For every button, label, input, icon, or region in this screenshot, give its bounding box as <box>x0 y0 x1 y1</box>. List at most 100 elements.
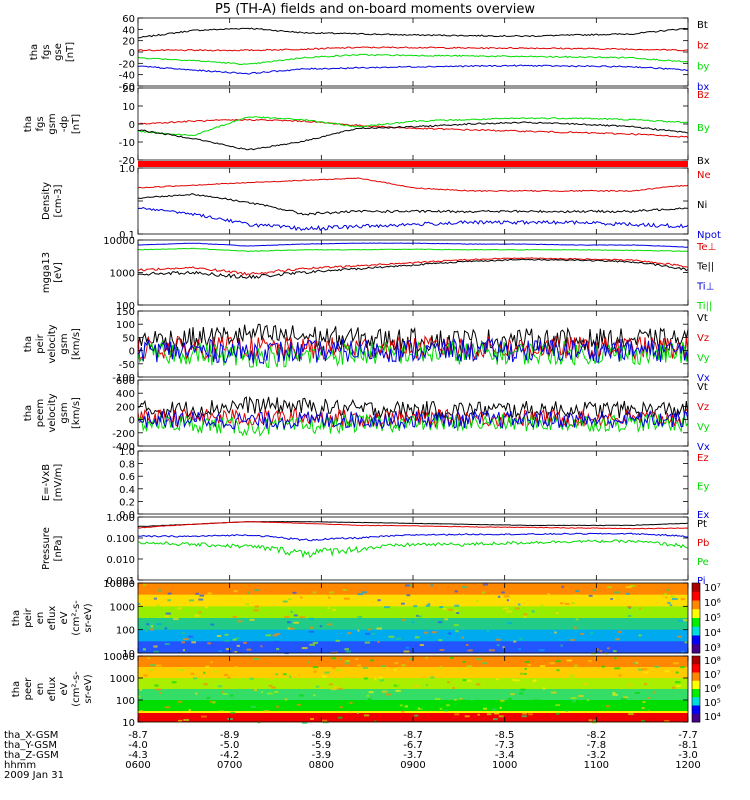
spectrogram-speck <box>227 676 231 679</box>
spectrogram-speck <box>276 705 280 708</box>
ephemeris-value: -4.2 <box>220 750 240 761</box>
ephemeris-label: tha_X-GSM <box>4 730 58 741</box>
spectrogram-speck <box>330 688 337 691</box>
spectrogram-speck <box>496 644 500 647</box>
spectrogram-speck <box>664 670 670 673</box>
spectrogram-speck <box>156 623 162 626</box>
spectrogram-speck <box>357 616 363 619</box>
y-axis-label: peir <box>23 607 34 627</box>
spectrogram-speck <box>531 610 535 613</box>
spectrogram-speck <box>517 603 521 606</box>
y-tick-label: 50 <box>122 333 135 344</box>
y-axis-label: gse <box>53 43 64 61</box>
y-tick-label: 200 <box>116 402 135 413</box>
spectrogram-speck <box>195 592 200 595</box>
spectrogram-speck <box>612 650 617 653</box>
spectrogram-speck <box>223 673 229 676</box>
panel-frame <box>137 516 689 581</box>
spectrogram-speck <box>308 630 314 633</box>
spectrogram-band <box>138 594 688 607</box>
spectrogram-speck <box>299 596 303 599</box>
spectrogram-speck <box>284 615 290 618</box>
ephemeris-value: 1000 <box>492 760 517 771</box>
y-axis-label: tha <box>23 116 34 132</box>
spectrogram-speck <box>188 599 195 602</box>
series-fgs-gse-bx <box>137 64 689 75</box>
legend-Vz: Vz <box>697 402 709 413</box>
spectrogram-speck <box>592 589 596 592</box>
spectrogram-speck <box>454 609 459 612</box>
spectrogram-speck <box>467 649 473 652</box>
spectrogram-speck <box>368 691 374 694</box>
series-temperature-Te⊥ <box>137 257 689 276</box>
legend-Vz: Vz <box>697 333 709 344</box>
spectrogram-speck <box>408 584 412 587</box>
panel-frame <box>137 17 689 87</box>
y-tick-label: 0.4 <box>119 485 135 496</box>
spectrogram-speck <box>482 583 489 586</box>
figure-title: P5 (TH-A) fields and on-board moments ov… <box>215 2 535 17</box>
spectrogram-speck <box>345 659 350 662</box>
y-axis-label: peem <box>35 399 46 427</box>
spectrogram-speck <box>349 711 353 714</box>
ephemeris-value: -5.0 <box>220 740 240 751</box>
spectrogram-speck <box>411 621 415 624</box>
spectrogram-speck <box>193 587 197 590</box>
spectrogram-speck <box>267 692 273 695</box>
spectrogram-speck <box>221 691 224 694</box>
spectrogram-speck <box>506 610 513 613</box>
y-tick-label: -40 <box>119 71 135 82</box>
spectrogram-speck <box>207 642 211 645</box>
colorbar-segment <box>692 680 700 690</box>
spectrogram-speck <box>310 717 314 720</box>
spectrogram-speck <box>230 605 234 608</box>
colorbar-segment <box>692 583 700 593</box>
spectrogram-speck <box>438 639 443 642</box>
panel-fgs-gsm-dp: 20 10 0 -10 -20 tha fgs gsm -dp [nT] Bz By Bx <box>23 84 710 167</box>
spectrogram-speck <box>165 612 171 615</box>
spectrogram-speck <box>459 698 463 701</box>
spectrogram-speck <box>627 614 632 617</box>
spectrogram-band <box>138 700 688 712</box>
legend-By: By <box>697 123 710 134</box>
y-axis-label: sr-eV) <box>83 674 94 703</box>
spectrogram-speck <box>599 650 603 653</box>
spectrogram-speck <box>419 643 424 646</box>
y-axis-label: en <box>35 683 46 696</box>
spectrogram-speck <box>623 696 629 699</box>
spectrogram-speck <box>671 598 678 601</box>
spectrogram-speck <box>260 691 264 694</box>
spectrogram-speck <box>635 661 639 664</box>
spectrogram-speck <box>641 719 646 722</box>
spectrogram-speck <box>404 584 410 587</box>
spectrogram-speck <box>224 633 229 636</box>
spectrogram-speck <box>146 623 150 626</box>
series-pressure-Pi <box>137 532 688 542</box>
y-axis-label: mgga13 <box>41 252 52 293</box>
colorbar-label: 10⁴ <box>704 712 721 723</box>
y-tick-label: 0 <box>129 416 135 427</box>
spectrogram-speck <box>210 623 215 626</box>
spectrogram-speck <box>497 595 501 598</box>
spectrogram-speck <box>540 604 544 607</box>
spectrogram-speck <box>614 667 621 670</box>
spectrogram-speck <box>643 671 649 674</box>
y-tick-label: -100 <box>112 373 135 384</box>
spectrogram-speck <box>371 632 376 635</box>
ephemeris-value: -7.3 <box>495 740 515 751</box>
spectrogram-speck <box>560 602 564 605</box>
y-tick-label: 1.0 <box>119 164 135 175</box>
spectrogram-speck <box>454 713 460 716</box>
spectrogram-speck <box>478 648 484 651</box>
legend-Vy: Vy <box>697 353 710 364</box>
spectrogram-speck <box>395 637 402 640</box>
spectrogram-speck <box>373 677 377 680</box>
y-tick-label: 0.2 <box>119 497 135 508</box>
colorbar-segment <box>692 600 700 610</box>
y-tick-label: 1000 <box>110 602 135 613</box>
y-tick-label: 100 <box>116 320 135 331</box>
spectrogram-speck <box>403 650 410 653</box>
spectrogram-speck <box>413 684 419 687</box>
